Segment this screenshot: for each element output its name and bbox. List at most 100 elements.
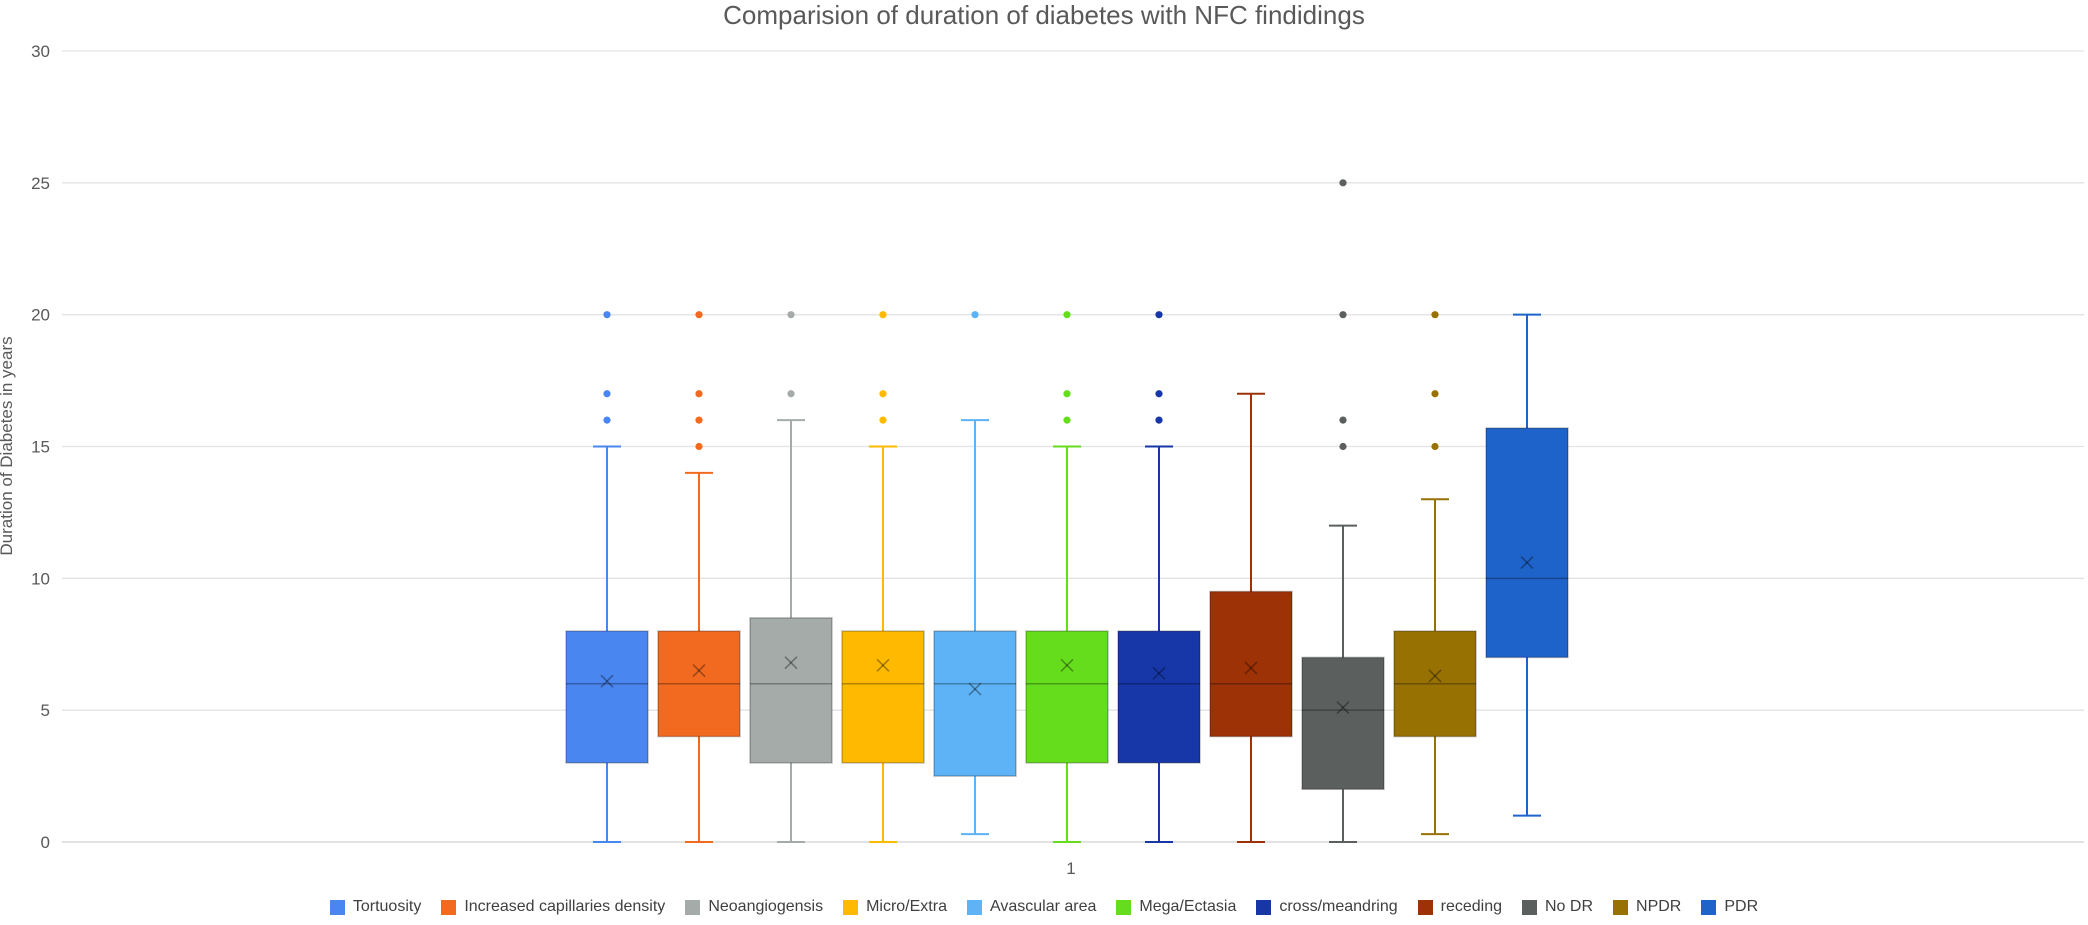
boxplot-series — [565, 179, 1569, 843]
box-body — [749, 617, 833, 764]
mean-marker — [1152, 666, 1166, 680]
mean-marker — [1060, 658, 1074, 672]
legend-label: receding — [1440, 898, 1502, 915]
box-mega-ectasia — [1025, 311, 1109, 843]
outlier-point — [695, 442, 703, 451]
mean-marker — [1244, 661, 1258, 675]
mean-marker — [1060, 658, 1074, 672]
outlier-point — [1431, 311, 1439, 319]
mean-marker — [1336, 700, 1350, 715]
legend-swatch — [843, 899, 859, 915]
mean-marker — [1428, 669, 1442, 683]
legend-item: Mega/Ectasia — [1116, 898, 1236, 916]
outlier-point — [603, 390, 611, 398]
outlier-point — [1155, 311, 1163, 319]
box-body — [1485, 427, 1569, 659]
mean-marker — [784, 656, 798, 670]
legend-label: Tortuosity — [352, 898, 422, 915]
mean-marker — [1152, 666, 1166, 680]
y-tick-label: 20 — [31, 306, 50, 325]
outlier-point — [1339, 311, 1347, 319]
mean-marker — [600, 674, 614, 688]
box-increased-capillaries-density — [657, 311, 741, 843]
legend-item: Tortuosity — [329, 898, 422, 916]
legend-label: PDR — [1724, 898, 1759, 915]
legend-item: No DR — [1522, 898, 1593, 916]
legend-label: Micro/Extra — [866, 898, 947, 915]
outlier-point — [787, 390, 795, 398]
outlier-point — [971, 311, 979, 319]
legend-item: receding — [1417, 898, 1502, 916]
y-tick-label: 0 — [41, 833, 50, 852]
legend-label: Neoangiogensis — [708, 898, 824, 915]
mean-marker — [692, 664, 706, 678]
mean-marker — [784, 656, 798, 670]
outlier-point — [695, 390, 703, 398]
outlier-point — [1063, 311, 1071, 319]
mean-marker — [692, 664, 706, 678]
box-body — [565, 630, 649, 764]
y-axis-ticks: 0 5 10 15 20 25 30 — [31, 42, 50, 852]
y-tick-label: 25 — [31, 174, 50, 193]
legend-item: cross/meandring — [1256, 898, 1398, 916]
y-tick-label: 10 — [31, 569, 50, 588]
box-body — [1209, 590, 1293, 738]
legend-label: No DR — [1545, 898, 1594, 915]
chart-title: Comparision of duration of diabetes with… — [723, 0, 1365, 30]
box-micro-extra — [841, 311, 925, 843]
legend-swatch — [1116, 899, 1132, 915]
mean-marker — [968, 682, 982, 696]
box-neoangiogensis — [749, 311, 833, 843]
box-body — [841, 630, 925, 764]
gridlines — [62, 50, 2084, 843]
outlier-point — [879, 416, 887, 424]
box-tortuosity — [565, 311, 649, 843]
legend-label: cross/meandring — [1279, 898, 1398, 915]
legend-item: Avascular area — [966, 898, 1097, 916]
outlier-point — [1063, 416, 1071, 424]
legend-swatch — [966, 899, 982, 915]
mean-marker — [1336, 700, 1350, 715]
outlier-point — [695, 416, 703, 424]
x-axis-category-label: 1 — [1066, 859, 1075, 878]
outlier-point — [879, 311, 887, 319]
box-avascular-area — [933, 311, 1017, 836]
outlier-point — [787, 311, 795, 319]
legend-swatch — [1522, 899, 1537, 915]
legend-swatch — [1417, 899, 1433, 915]
outlier-point — [1339, 179, 1347, 187]
mean-marker — [1428, 669, 1442, 683]
box-npdr — [1393, 311, 1477, 836]
box-body — [933, 630, 1017, 777]
y-tick-label: 15 — [31, 438, 50, 457]
outlier-point — [1339, 416, 1347, 424]
box-cross-meandring — [1117, 311, 1201, 843]
box-body — [1117, 630, 1201, 764]
legend-item: Micro/Extra — [843, 898, 947, 916]
legend-swatch — [329, 899, 345, 915]
legend-item: NPDR — [1613, 898, 1681, 916]
mean-marker — [968, 682, 982, 696]
legend-label: NPDR — [1636, 898, 1682, 915]
outlier-point — [1431, 442, 1439, 451]
chart-legend: Tortuosity Increased capillaries density N… — [0, 898, 2088, 916]
legend-swatch — [1256, 899, 1272, 915]
box-no-dr — [1301, 179, 1385, 843]
box-body — [657, 630, 741, 738]
outlier-point — [1063, 390, 1071, 398]
outlier-point — [603, 416, 611, 424]
box-pdr — [1485, 313, 1569, 817]
legend-label: Avascular area — [989, 898, 1097, 915]
legend-swatch — [685, 899, 701, 915]
box-body — [1393, 630, 1477, 738]
legend-item: Neoangiogensis — [685, 898, 823, 916]
legend-swatch — [1613, 899, 1629, 915]
mean-marker — [600, 674, 614, 688]
outlier-point — [695, 311, 703, 319]
y-axis-label: Duration of Diabetes in years — [0, 336, 16, 555]
mean-marker — [876, 658, 890, 672]
outlier-point — [1339, 442, 1347, 451]
legend-label: Increased capillaries density — [464, 898, 666, 915]
box-body — [1301, 656, 1385, 791]
